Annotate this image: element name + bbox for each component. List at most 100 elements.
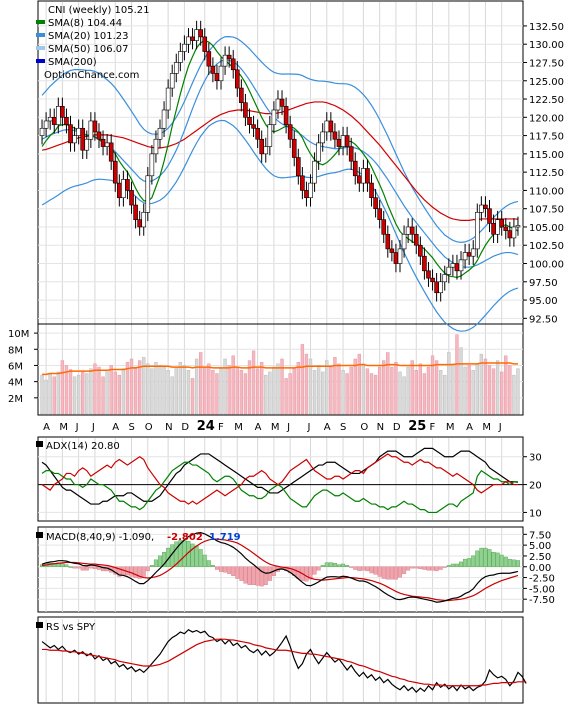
candle-body <box>320 131 326 144</box>
candle-body <box>169 73 175 89</box>
x-month-label: A <box>43 422 50 433</box>
macd-hist-bar <box>64 564 69 567</box>
volume-bar <box>64 365 69 415</box>
macd-hist-bar <box>202 554 207 567</box>
macd-hist-bar <box>84 566 89 571</box>
candle-body <box>316 142 321 162</box>
candle-body <box>92 120 98 133</box>
x-month-label: A <box>112 422 119 433</box>
macd-hist-bar <box>312 566 317 575</box>
macd-hist-bar <box>133 566 138 579</box>
volume-bar <box>60 360 65 415</box>
candle-body <box>112 160 118 184</box>
volume-bar <box>231 355 235 415</box>
volume-bar <box>394 361 398 415</box>
candle-body <box>308 182 313 199</box>
candle-body <box>340 135 346 147</box>
macd-hist-bar <box>324 562 329 567</box>
price-ytick-label: 110.00 <box>529 186 564 197</box>
macd-hist-bar <box>162 552 167 567</box>
candle-body <box>454 263 460 272</box>
candle-body <box>365 168 370 184</box>
volume-ytick-label: 8M <box>8 345 23 356</box>
volume-bar <box>386 352 390 415</box>
volume-bar <box>52 376 56 415</box>
candle-body <box>491 223 496 235</box>
volume-bar <box>227 365 231 415</box>
macd-hist-bar <box>491 552 496 567</box>
volume-bar <box>89 368 93 415</box>
candle-body <box>462 252 468 261</box>
macd-hist-bar <box>149 565 154 567</box>
x-month-label: O <box>360 422 368 433</box>
volume-bar <box>276 363 280 415</box>
candle-body <box>279 98 285 107</box>
macd-hist-bar <box>446 565 451 567</box>
macd-hist-bar <box>308 566 313 580</box>
candle-body <box>450 263 456 268</box>
x-month-label: J <box>286 422 290 433</box>
candle-body <box>434 281 439 294</box>
macd-hist-bar <box>145 566 150 572</box>
candle-body <box>413 233 419 246</box>
volume-bar <box>81 371 85 415</box>
candle-body <box>263 146 269 155</box>
macd-hist-bar <box>345 565 350 567</box>
macd-hist-bar <box>495 552 500 567</box>
candle-body <box>393 252 399 264</box>
candle-body <box>458 259 464 272</box>
candle-body <box>108 142 114 162</box>
macd-hist-bar <box>198 549 203 567</box>
candle-body <box>352 160 358 177</box>
price-ytick-label: 100.00 <box>529 260 564 271</box>
candle-body <box>198 29 203 38</box>
price-ytick-label: 117.50 <box>529 132 564 143</box>
macd-hist-bar <box>402 566 407 574</box>
volume-panel <box>37 323 524 416</box>
candle-body <box>300 175 305 191</box>
price-ytick-label: 115.00 <box>529 150 564 161</box>
macd-hist-bar <box>56 562 61 567</box>
macd-annotation-blue: 1.719 <box>209 532 241 543</box>
price-candles <box>39 20 521 302</box>
volume-bar <box>475 363 479 415</box>
volume-bar <box>146 363 150 415</box>
site-watermark: OptionChance.com <box>44 70 139 81</box>
macd-hist-bar <box>357 566 362 572</box>
volume-bar <box>390 366 394 415</box>
macd-hist-bar <box>174 541 179 567</box>
panel-ytick-label: 0.00 <box>529 563 551 574</box>
x-month-label: M <box>446 422 455 433</box>
candle-body <box>430 277 435 283</box>
candle-body <box>222 54 228 67</box>
volume-bar <box>251 350 256 415</box>
volume-bar <box>105 370 109 415</box>
candle-body <box>68 124 73 144</box>
volume-bar <box>406 366 410 415</box>
x-month-label: 24 <box>197 419 215 434</box>
volume-ytick-label: 4M <box>8 378 23 389</box>
volume-bar <box>447 352 451 415</box>
macd-hist-bar <box>284 566 289 572</box>
candle-body <box>76 127 81 136</box>
candle-body <box>271 109 277 125</box>
volume-bar <box>495 360 500 415</box>
candle-body <box>133 204 138 220</box>
macd-hist-bar <box>454 563 459 567</box>
volume-bar <box>296 361 300 415</box>
volume-bar <box>93 363 97 415</box>
macd-hist-bar <box>190 543 195 567</box>
volume-bar <box>500 371 504 415</box>
candle-body <box>218 65 224 82</box>
volume-bar <box>508 365 512 415</box>
candle-body <box>296 157 301 177</box>
macd-hist-bar <box>515 560 520 567</box>
volume-bars <box>40 334 520 415</box>
volume-bar <box>113 371 117 415</box>
macd-hist-bar <box>101 566 106 572</box>
candle-body <box>312 160 317 184</box>
rs-title: RS vs SPY <box>46 622 96 633</box>
candle-body <box>470 248 476 257</box>
x-month-label: J <box>75 422 79 433</box>
candle-body <box>255 127 260 140</box>
